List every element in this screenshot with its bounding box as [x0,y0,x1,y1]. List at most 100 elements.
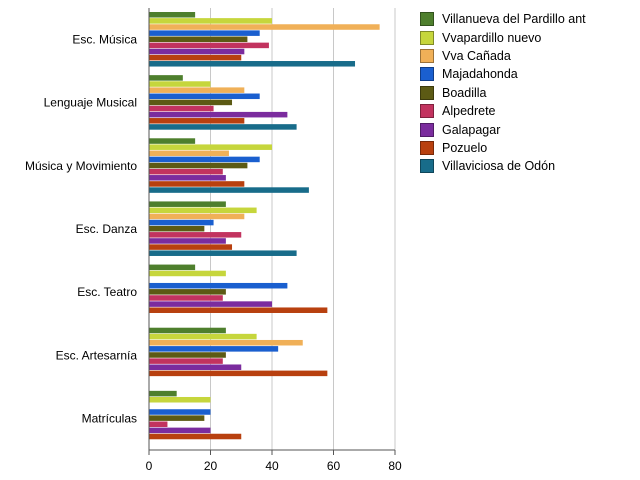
legend-swatch [420,30,434,45]
legend-label: Galapagar [442,122,501,137]
bar [149,12,196,18]
legend-item: Galapagar [420,120,635,138]
legend-label: Majadahonda [442,67,518,82]
bar [149,333,257,340]
bar [149,54,242,61]
bar [149,232,242,238]
bar [149,18,272,24]
bar [149,346,279,352]
grid-layer [210,8,396,450]
bar [149,36,248,43]
bar [149,207,257,214]
legend-item: Villaviciosa de Odón [420,157,635,175]
x-tick-label: 40 [265,459,279,473]
bar [149,124,297,130]
bar [149,93,260,100]
bar [149,396,211,403]
legend-item: Vvapardillo nuevo [420,28,635,46]
legend-label: Vva Cañada [442,48,511,63]
legend-swatch [420,140,434,155]
bar [149,187,309,193]
bar [149,264,196,271]
legend-swatch [420,85,434,100]
bar [149,421,168,428]
legend-swatch [420,67,434,82]
legend-swatch [420,122,434,137]
legend-swatch [420,159,434,174]
bar [149,415,205,421]
bar [149,118,245,124]
bar [149,87,245,93]
chart-legend: Villanueva del Pardillo ant Vvapardillo n… [420,10,635,176]
bar [149,181,245,187]
bar [149,339,303,346]
legend-swatch [420,48,434,63]
legend-label: Boadilla [442,85,487,100]
bar [149,24,380,30]
bar [149,327,226,334]
bar [149,75,183,81]
legend-label: Pozuelo [442,140,488,155]
bar [149,213,245,220]
legend-label: Villanueva del Pardillo ant [442,12,586,27]
bar [149,219,214,226]
category-label: Esc. Música [72,33,137,47]
legend-item: Vva Cañada [420,47,635,65]
bar [149,289,226,295]
category-label: Música y Movimiento [25,159,137,173]
bar [149,390,177,397]
bar [149,81,211,87]
legend-label: Villaviciosa de Odón [442,159,556,174]
bar [149,156,260,163]
bar [149,111,288,118]
legend-item: Boadilla [420,84,635,102]
label-layer: 0 20 40 60 80 Esc. Música Lenguaje Musical Músi… [25,33,402,473]
bar [149,175,226,181]
category-label: Esc. Danza [76,222,138,236]
category-label: Lenguaje Musical [44,96,137,110]
bar [149,358,223,364]
bar [149,433,242,440]
bar [149,370,328,377]
bar [149,138,196,144]
legend-item: Pozuelo [420,139,635,157]
bar [149,61,356,67]
bar [149,270,226,277]
x-tick-label: 80 [388,459,402,473]
bar [149,99,233,106]
bar [149,162,248,169]
bar [149,307,328,313]
legend-swatch [420,12,434,27]
bar [149,409,211,415]
bar [149,150,229,157]
category-label: Matrículas [82,411,137,425]
legend-item: Villanueva del Pardillo ant [420,10,635,28]
bar [149,295,223,301]
axis-layer [148,8,396,455]
category-label: Esc. Artesarnía [56,348,138,362]
bar [149,282,288,289]
bar [149,427,211,434]
bar [149,144,272,150]
legend-item: Alpedrete [420,102,635,120]
x-tick-label: 20 [204,459,218,473]
bar [149,168,223,175]
bar [149,48,245,55]
bar [149,301,272,307]
legend-item: Majadahonda [420,65,635,83]
x-tick-label: 60 [327,459,341,473]
bar [149,225,205,232]
bar-layer [149,12,380,440]
legend-label: Vvapardillo nuevo [442,30,542,45]
bar [149,250,297,256]
legend-swatch [420,104,434,119]
legend-label: Alpedrete [442,104,496,119]
bar [149,42,269,49]
bar [149,364,242,371]
bar [149,238,226,244]
bar [149,105,214,112]
bar [149,201,226,207]
x-tick-label: 0 [146,459,153,473]
category-label: Esc. Teatro [77,285,137,299]
